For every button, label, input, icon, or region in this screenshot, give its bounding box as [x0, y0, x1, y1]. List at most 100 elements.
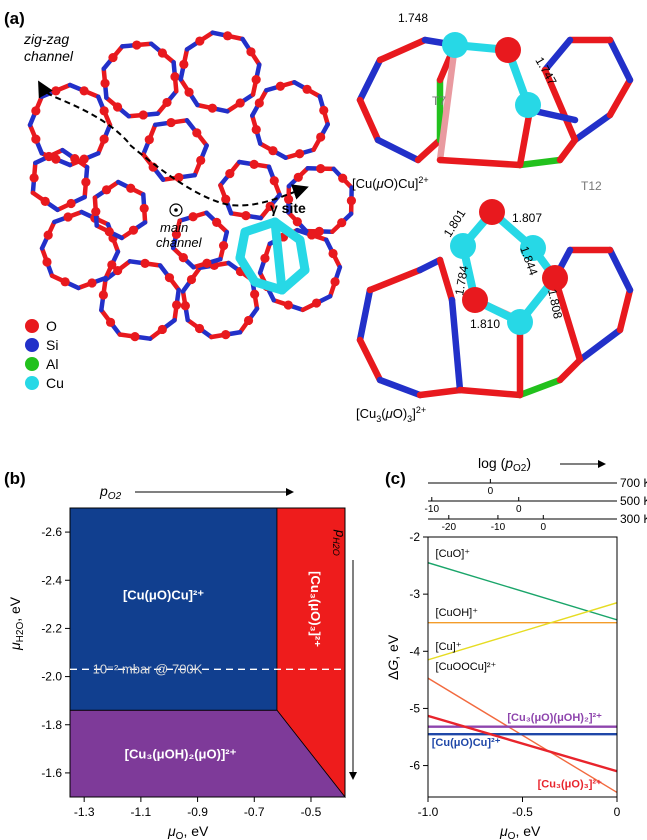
- cluster-frame-bond: [376, 36, 429, 64]
- b-ylabel: μH2O, eV: [7, 596, 26, 651]
- oxygen-atom: [104, 227, 114, 237]
- b-xtick-label: -0.7: [244, 805, 265, 819]
- oxygen-atom: [170, 72, 180, 82]
- oxygen-atom: [194, 323, 205, 334]
- region-label-2: [Cu₃(μO)₃]²⁺: [308, 571, 323, 647]
- oxygen-atom: [128, 225, 139, 235]
- panel-a: (a) zig-zag channel main channel γ site …: [4, 9, 634, 424]
- b-xtick-label: -1.3: [74, 805, 95, 819]
- oxygen-atom: [319, 105, 329, 115]
- oxygen-atom: [269, 176, 279, 186]
- c-lines: [428, 562, 617, 794]
- oxygen-atom: [186, 274, 197, 285]
- oxygen-atom: [221, 330, 231, 340]
- c-series-line-0: [428, 562, 617, 621]
- oxygen-atom: [265, 201, 275, 211]
- cluster-frame-bond: [376, 376, 424, 399]
- oxygen-atom: [292, 217, 302, 227]
- oxygen-atom: [99, 134, 109, 144]
- oxygen-atom: [223, 31, 233, 41]
- oxygen-atom: [462, 287, 488, 313]
- b-ytick-label: -2.2: [41, 621, 62, 635]
- oxygen-atom: [235, 98, 245, 108]
- oxygen-atom: [139, 203, 149, 214]
- c-series-label-2: [Cu]⁺: [436, 641, 462, 653]
- oxygen-atom: [316, 163, 326, 174]
- oxygen-atom: [246, 47, 256, 57]
- oxygen-atom: [311, 298, 322, 308]
- oxygen-atom: [250, 289, 260, 299]
- oxygen-atom: [99, 106, 109, 116]
- gamma-site-label: γ site: [270, 200, 306, 216]
- c-xtick-label: -0.5: [512, 805, 533, 819]
- oxygen-atom: [316, 132, 326, 142]
- oxygen-atom: [178, 253, 188, 263]
- cluster-frame-bond: [556, 356, 584, 384]
- bond-length-5: 1.784: [452, 264, 471, 296]
- t7-label: T7: [432, 94, 446, 108]
- oxygen-atom: [184, 87, 194, 97]
- log-po2-label: log (pO2): [478, 455, 531, 474]
- gamma-site-bond: [270, 217, 287, 295]
- temp-axis-label-1: 500 K: [620, 494, 647, 508]
- gamma-site-bond: [235, 227, 250, 263]
- pressure-annotation: 10⁻² mbar @ 700K: [93, 661, 203, 676]
- oxygen-atom: [31, 134, 41, 144]
- c-series-label-0: [CuO]⁺: [436, 548, 471, 560]
- bond-length-4: 1.807: [512, 211, 542, 225]
- oxygen-atom: [337, 218, 347, 228]
- b-xtick-label: -0.9: [187, 805, 208, 819]
- oxygen-atom: [188, 212, 198, 222]
- oxygen-atom: [112, 102, 123, 112]
- oxygen-atom: [98, 290, 108, 300]
- cluster-frame-bond: [356, 336, 384, 384]
- oxygen-atom: [314, 226, 324, 237]
- oxygen-atom: [171, 229, 182, 239]
- panel-b: (b) pO2 10⁻² mbar @ 700K [Cu(μO)Cu]²⁺ [Cu₃…: [4, 469, 357, 840]
- legend-cu-label: Cu: [46, 375, 64, 391]
- oxygen-atom: [346, 196, 357, 206]
- oxygen-atom: [79, 86, 89, 96]
- oxygen-atom: [101, 185, 112, 195]
- c-series-label-6: [Cu₃(μO)₃]²⁺: [538, 778, 602, 790]
- oxygen-atom: [260, 253, 270, 263]
- phase-region-0: [69, 507, 278, 711]
- oxygen-atom: [157, 48, 168, 58]
- legend-o-icon: [25, 319, 39, 333]
- copper-atom: [442, 32, 468, 58]
- oxygen-atom: [479, 199, 505, 225]
- oxygen-atom: [70, 154, 80, 164]
- b-ytick-label: -2.4: [41, 573, 62, 587]
- c-ytick-label: -4: [409, 644, 420, 658]
- oxygen-atom: [251, 75, 261, 85]
- oxygen-atom: [166, 117, 176, 128]
- bond-length-7: 1.810: [470, 317, 500, 331]
- oxygen-atom: [542, 265, 568, 291]
- panel-b-label: (b): [4, 469, 26, 488]
- gamma-site-bond: [235, 253, 260, 287]
- oxygen-atom: [225, 169, 235, 179]
- cluster-frame-bond: [516, 106, 534, 169]
- oxygen-atom: [100, 78, 110, 88]
- p-o2-label: pO2: [99, 483, 122, 502]
- temp-tick-label: 0: [541, 522, 547, 533]
- legend-si-label: Si: [46, 337, 58, 353]
- oxygen-atom: [130, 332, 140, 342]
- cluster-frame-bond: [606, 76, 634, 119]
- cluster-frame-bond: [456, 386, 524, 399]
- oxygen-atom: [249, 159, 259, 169]
- oxygen-atom: [29, 173, 39, 183]
- region-label-1: [Cu₃(μOH)₂(μO)]²⁺: [125, 746, 237, 761]
- cluster-frame-bond: [448, 296, 464, 394]
- oxygen-atom: [60, 277, 70, 287]
- cu-dimer-label: [Cu(μO)Cu]2+: [352, 175, 429, 191]
- oxygen-atom: [328, 248, 338, 259]
- cluster-frame-bond: [436, 41, 459, 164]
- t12-label: T12: [581, 179, 602, 193]
- cluster-frame-bond: [416, 386, 464, 399]
- temp-tick-label: -10: [425, 504, 440, 515]
- oxygen-atom: [132, 40, 142, 50]
- oxygen-atom: [268, 146, 278, 156]
